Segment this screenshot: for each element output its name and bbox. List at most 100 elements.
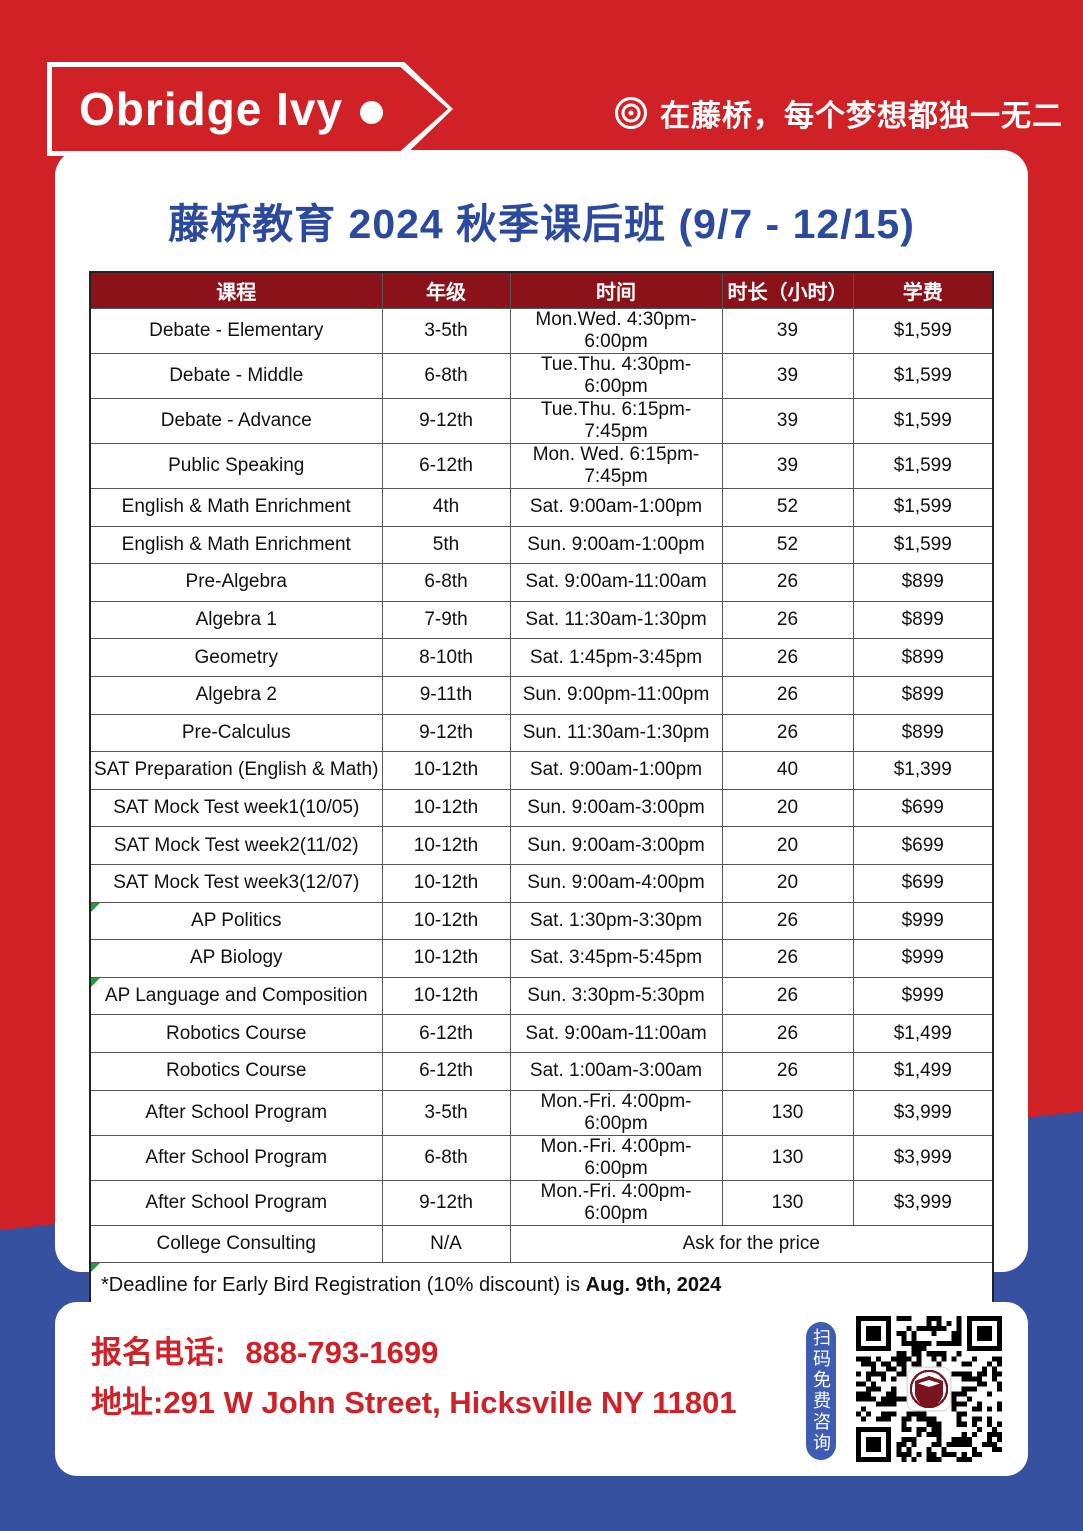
table-row: Pre-Calculus 9-12th Sun. 11:30am-1:30pm 26 $…: [89, 713, 994, 753]
table-row: Debate - Advance 9-12th Tue.Thu. 6:15pm-7:…: [89, 398, 994, 444]
table-row: Pre-Algebra 6-8th Sat. 9:00am-11:00am 26 $89…: [89, 563, 994, 602]
table-cell: SAT Mock Test week1(10/05): [89, 788, 383, 828]
table-cell: 40: [721, 751, 854, 790]
table-cell: AP Politics: [89, 901, 383, 941]
table-cell: Debate - Advance: [89, 398, 383, 444]
table-cell: 26: [721, 600, 854, 640]
table-cell: Mon.-Fri. 4:00pm-6:00pm: [509, 1089, 723, 1136]
table-row: English & Math Enrichment 5th Sun. 9:00am-…: [89, 525, 994, 565]
early-bird-footnote: *Deadline for Early Bird Registration (1…: [89, 1262, 994, 1310]
table-cell: AP Language and Composition: [89, 976, 383, 1016]
qr-tab-label: 扫码免费咨询: [806, 1322, 836, 1460]
table-cell: Sat. 3:45pm-5:45pm: [509, 939, 723, 978]
table-cell: 39: [721, 353, 854, 399]
table-cell: 26: [721, 638, 854, 677]
table-cell: 26: [721, 563, 854, 602]
table-cell: $1,599: [852, 398, 994, 444]
table-row: Public Speaking 6-12th Mon. Wed. 6:15pm-7:…: [89, 443, 994, 489]
schedule-card: 藤桥教育 2024 秋季课后班 (9/7 - 12/15) 课程 年级 时间 时长（小…: [55, 150, 1028, 1311]
address-text: 291 W John Street, Hicksville NY 11801: [163, 1385, 737, 1420]
table-row: AP Language and Composition 10-12th Sun. 3…: [89, 976, 994, 1016]
table-cell: 130: [721, 1089, 854, 1136]
phone-label: 报名电话:: [91, 1335, 226, 1370]
table-cell: 6-12th: [381, 1051, 511, 1091]
table-cell: 52: [721, 488, 854, 527]
table-cell: $1,599: [852, 443, 994, 489]
table-header-row: 课程 年级 时间 时长（小时） 学费: [89, 271, 994, 309]
table-cell: $699: [852, 826, 994, 865]
table-row: SAT Preparation (English & Math) 10-12th S…: [89, 751, 994, 790]
table-cell: 6-12th: [381, 1014, 511, 1053]
table-cell: $899: [852, 638, 994, 677]
table-row: Geometry 8-10th Sat. 1:45pm-3:45pm 26 $899: [89, 638, 994, 677]
address-line: 地址:291 W John Street, Hicksville NY 1180…: [91, 1378, 737, 1428]
table-row: Robotics Course 6-12th Sat. 9:00am-11:00am…: [89, 1014, 994, 1053]
table-cell: 39: [721, 398, 854, 444]
table-cell: 9-11th: [381, 675, 511, 715]
table-cell: Robotics Course: [89, 1014, 383, 1053]
table-cell: Sun. 9:00am-1:00pm: [509, 525, 723, 565]
table-cell: English & Math Enrichment: [89, 488, 383, 527]
table-cell: N/A: [381, 1224, 511, 1264]
table-cell: 39: [721, 308, 854, 354]
table-cell: Tue.Thu. 4:30pm-6:00pm: [509, 353, 723, 399]
table-cell: $899: [852, 713, 994, 753]
table-cell: Robotics Course: [89, 1051, 383, 1091]
table-cell: 6-8th: [381, 353, 511, 399]
table-cell: 26: [721, 1014, 854, 1053]
table-cell: Sat. 1:30pm-3:30pm: [509, 901, 723, 941]
table-cell: $699: [852, 863, 994, 903]
table-cell: $1,599: [852, 308, 994, 354]
table-cell: $899: [852, 563, 994, 602]
table-header-cell: 课程: [89, 271, 383, 309]
table-cell: 26: [721, 675, 854, 715]
table-cell: Debate - Elementary: [89, 308, 383, 354]
table-row: After School Program 3-5th Mon.-Fri. 4:00p…: [89, 1089, 994, 1136]
table-row: AP Politics 10-12th Sat. 1:30pm-3:30pm 26 $9…: [89, 901, 994, 941]
table-cell: 20: [721, 863, 854, 903]
table-cell: 26: [721, 713, 854, 753]
table-cell: 26: [721, 901, 854, 941]
table-cell: SAT Mock Test week3(12/07): [89, 863, 383, 903]
table-cell: Tue.Thu. 6:15pm-7:45pm: [509, 398, 723, 444]
table-row: English & Math Enrichment 4th Sat. 9:00am-…: [89, 488, 994, 527]
table-cell: $899: [852, 600, 994, 640]
phone-line: 报名电话: 888-793-1699: [91, 1328, 737, 1378]
table-cell: 10-12th: [381, 863, 511, 903]
schedule-table: 课程 年级 时间 时长（小时） 学费 Debate - Elementary 3-5th M…: [89, 271, 994, 1311]
table-row: Robotics Course 6-12th Sat. 1:00am-3:00am 2…: [89, 1051, 994, 1091]
table-row: Debate - Middle 6-8th Tue.Thu. 4:30pm-6:00…: [89, 353, 994, 399]
table-cell: 10-12th: [381, 939, 511, 978]
table-cell: 7-9th: [381, 600, 511, 640]
table-cell: English & Math Enrichment: [89, 525, 383, 565]
brand-logo-text: Obridge Ivy: [79, 83, 344, 135]
table-cell: 5th: [381, 525, 511, 565]
table-cell: $1,599: [852, 353, 994, 399]
table-row: After School Program 6-8th Mon.-Fri. 4:00p…: [89, 1134, 994, 1181]
contact-card: 报名电话: 888-793-1699 地址:291 W John Street, …: [55, 1302, 1028, 1476]
table-cell: $999: [852, 901, 994, 941]
table-cell: Sat. 9:00am-1:00pm: [509, 751, 723, 790]
table-header-cell: 时长（小时）: [721, 271, 854, 309]
table-cell: 3-5th: [381, 308, 511, 354]
brand-tagline: 在藤桥，每个梦想都独一无二: [614, 91, 1063, 135]
table-cell: Sun. 9:00pm-11:00pm: [509, 675, 723, 715]
table-cell: Mon. Wed. 6:15pm-7:45pm: [509, 443, 723, 489]
table-cell: $899: [852, 675, 994, 715]
table-cell: 9-12th: [381, 1179, 511, 1226]
table-row: Algebra 2 9-11th Sun. 9:00pm-11:00pm 26 $899: [89, 675, 994, 715]
table-cell: College Consulting: [89, 1224, 383, 1264]
footnote-deadline-date: Aug. 9th, 2024: [585, 1274, 722, 1297]
table-cell: $999: [852, 976, 994, 1016]
table-row: SAT Mock Test week3(12/07) 10-12th Sun. 9:…: [89, 863, 994, 903]
table-cell: 9-12th: [381, 398, 511, 444]
table-cell: 26: [721, 976, 854, 1016]
table-cell: Algebra 1: [89, 600, 383, 640]
table-cell: Pre-Calculus: [89, 713, 383, 753]
table-cell: 130: [721, 1179, 854, 1226]
phone-number: 888-793-1699: [245, 1335, 439, 1370]
table-cell: 20: [721, 826, 854, 865]
table-cell: 20: [721, 788, 854, 828]
qr-code: [856, 1316, 1002, 1462]
table-cell: 9-12th: [381, 713, 511, 753]
